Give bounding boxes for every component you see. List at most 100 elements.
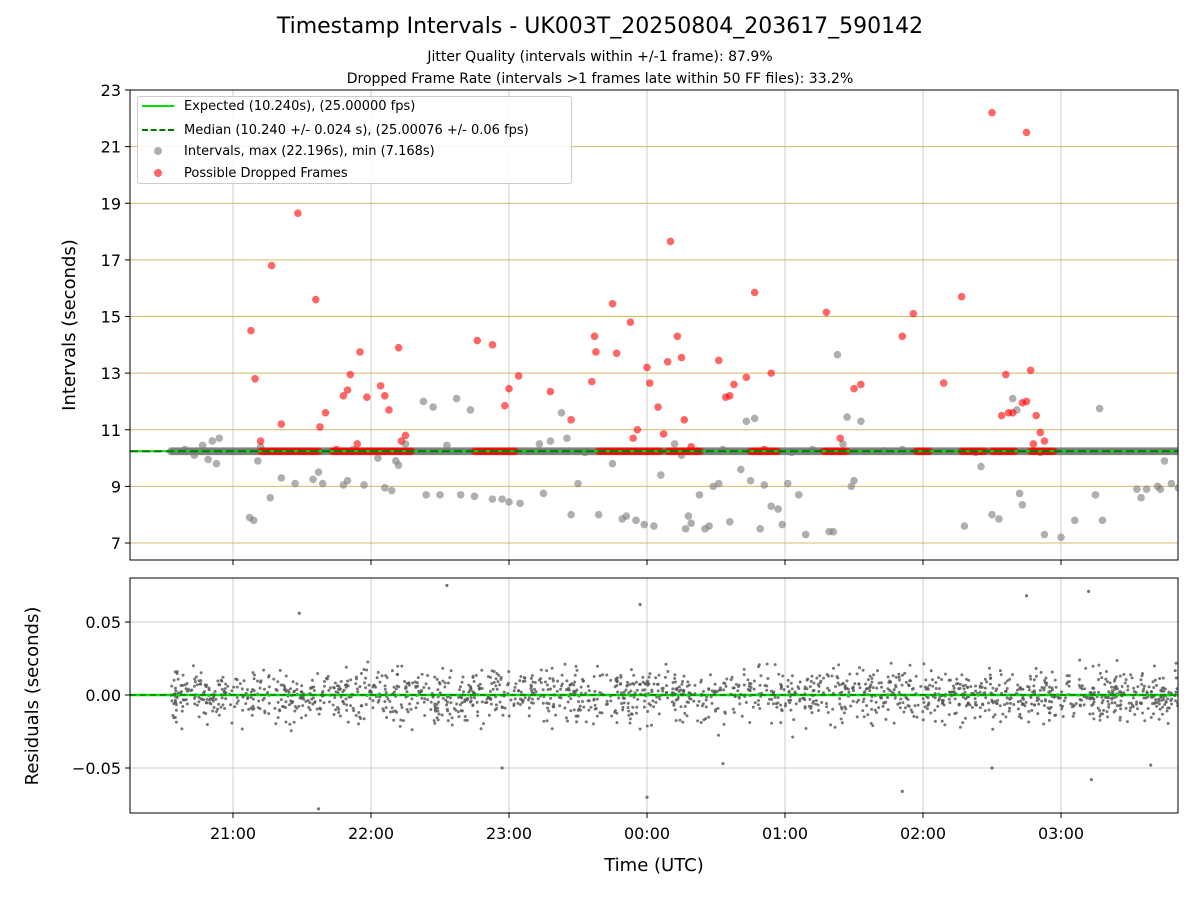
y-axis-label: Intervals (seconds): [59, 239, 80, 411]
dropped-point: [339, 391, 348, 400]
residual-point: [934, 681, 938, 685]
residual-point: [519, 674, 523, 678]
residual-point: [826, 686, 830, 690]
residual-point: [392, 690, 396, 694]
residual-point: [696, 703, 700, 707]
residual-point: [840, 682, 844, 686]
residual-point: [1163, 703, 1167, 707]
residual-point: [794, 702, 798, 706]
interval-point: [466, 406, 475, 414]
residual-point: [458, 703, 462, 707]
residual-point: [1174, 661, 1178, 665]
residual-point: [564, 716, 568, 720]
residual-point: [284, 705, 288, 709]
residual-point: [308, 701, 312, 705]
legend-item-median: Median (10.240 +/- 0.024 s), (25.00076 +…: [138, 121, 529, 139]
residual-point: [319, 707, 323, 711]
residual-point: [256, 706, 260, 710]
residual-point: [565, 679, 569, 683]
interval-point: [1071, 516, 1079, 525]
residual-point: [855, 672, 859, 676]
residual-point: [815, 676, 819, 680]
residual-point: [1091, 664, 1095, 668]
residual-point: [973, 716, 977, 720]
residual-point: [507, 714, 511, 718]
residual-point: [459, 709, 463, 713]
residual-point: [262, 687, 266, 691]
residual-point: [316, 807, 321, 811]
residual-point: [783, 704, 787, 708]
residual-point: [601, 673, 605, 677]
residual-point: [925, 707, 929, 711]
interval-point: [1167, 479, 1176, 488]
residual-point: [897, 678, 901, 682]
residual-point: [1097, 663, 1101, 667]
residual-point: [595, 714, 599, 718]
residual-point: [1092, 700, 1096, 704]
residual-point: [900, 789, 904, 793]
residual-point: [622, 690, 626, 694]
interval-point: [783, 479, 792, 488]
residual-point: [988, 682, 992, 686]
residual-point: [192, 684, 196, 688]
residual-point: [870, 676, 874, 680]
residual-point: [197, 700, 201, 704]
residual-point: [424, 682, 428, 686]
residual-point: [376, 670, 380, 674]
residual-point: [889, 680, 893, 684]
residual-point: [921, 697, 925, 701]
residual-point: [552, 684, 556, 688]
residual-point: [1043, 698, 1047, 702]
residual-point: [578, 704, 582, 708]
residual-point: [940, 698, 944, 702]
residual-point: [616, 690, 620, 694]
residual-point: [276, 716, 280, 720]
dropped-point: [312, 295, 320, 304]
residual-point: [176, 691, 180, 695]
residual-point: [1134, 702, 1138, 706]
residual-point: [882, 701, 886, 705]
residual-point: [1082, 703, 1086, 707]
residual-point: [345, 703, 349, 707]
residual-point: [940, 719, 944, 723]
residual-point: [283, 685, 287, 689]
dropped-point: [909, 309, 918, 318]
residual-point: [765, 662, 769, 666]
residual-point: [1092, 717, 1096, 721]
residual-point: [1005, 679, 1009, 683]
dropped-point: [629, 434, 637, 443]
residual-point: [247, 707, 251, 711]
residual-point: [1042, 686, 1046, 690]
residual-point: [458, 688, 462, 692]
residual-point: [339, 679, 343, 683]
residual-point: [1166, 722, 1170, 726]
residual-point: [619, 682, 623, 686]
residual-point: [469, 696, 473, 700]
residual-point: [857, 698, 861, 702]
residual-point: [471, 703, 475, 707]
residual-point: [749, 682, 753, 686]
residual-point: [1103, 683, 1107, 687]
residual-point: [299, 716, 303, 720]
interval-point: [1133, 485, 1141, 494]
residual-point: [593, 689, 597, 693]
residual-point: [376, 700, 380, 704]
residual-point: [500, 766, 504, 770]
residual-point: [406, 710, 410, 714]
residual-point: [318, 699, 322, 703]
residual-point: [638, 602, 642, 607]
residual-point: [1130, 676, 1134, 680]
y-tick-label: 7: [111, 534, 121, 553]
interval-point: [657, 471, 665, 479]
residual-point: [482, 722, 486, 726]
residual-point: [1027, 720, 1031, 724]
residual-point: [179, 690, 183, 694]
residual-point: [641, 680, 645, 684]
residual-point: [644, 682, 648, 686]
interval-point: [622, 512, 631, 520]
residual-point: [467, 690, 471, 694]
residual-point: [650, 688, 654, 692]
residual-point: [400, 705, 404, 709]
interval-point: [632, 516, 640, 525]
residual-point: [773, 663, 777, 667]
